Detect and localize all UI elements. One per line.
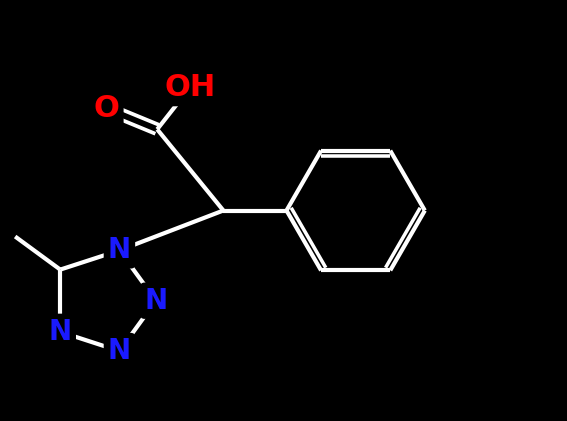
- Text: N: N: [108, 236, 131, 264]
- Text: N: N: [49, 318, 72, 346]
- Text: N: N: [145, 287, 168, 315]
- Text: O: O: [93, 94, 119, 123]
- Text: N: N: [108, 337, 131, 365]
- Text: OH: OH: [164, 73, 216, 102]
